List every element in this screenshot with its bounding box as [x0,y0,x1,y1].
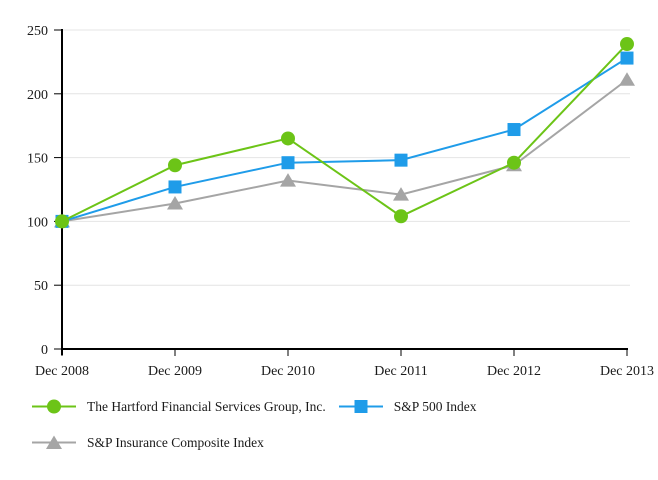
data-point-square [620,51,634,65]
y-tick-label: 250 [27,24,48,39]
data-point-square [507,123,521,137]
y-tick-label: 200 [27,88,48,103]
data-point-circle [281,131,295,146]
legend-circle-marker-icon [32,399,76,414]
chart-legend: The Hartford Financial Services Group, I… [32,398,632,470]
data-point-circle [507,155,521,170]
x-tick-label: Dec 2012 [487,364,541,379]
data-point-circle [394,209,408,224]
legend-row: The Hartford Financial Services Group, I… [32,398,632,415]
x-tick-label: Dec 2010 [261,364,315,379]
data-point-triangle [280,173,296,187]
y-tick-label: 0 [41,343,48,358]
data-point-triangle [167,196,183,210]
data-point-square [394,153,408,167]
data-point-square [281,156,295,170]
legend-label: S&P Insurance Composite Index [87,434,264,450]
legend-triangle-marker-icon [32,435,76,449]
legend-square-marker-icon [338,400,383,413]
legend-label: S&P 500 Index [393,398,477,414]
y-tick-label: 50 [34,279,48,294]
x-tick-label: Dec 2008 [35,364,89,379]
series-line [61,57,628,223]
legend-item: S&P 500 Index [338,398,477,415]
x-tick-label: Dec 2013 [600,364,654,379]
data-point-triangle [619,72,635,86]
y-tick-label: 150 [27,152,48,167]
legend-item: The Hartford Financial Services Group, I… [32,398,326,415]
legend-row: S&P Insurance Composite Index [32,434,632,451]
y-tick-label: 100 [27,215,48,230]
legend-label: The Hartford Financial Services Group, I… [87,398,326,414]
data-point-square [168,180,182,194]
data-point-circle [55,214,69,229]
series-line [61,78,628,223]
data-point-triangle [393,187,409,201]
data-point-circle [168,158,182,173]
data-point-circle [620,37,634,52]
x-tick-label: Dec 2011 [374,364,428,379]
series-line [61,43,628,223]
legend-item: S&P Insurance Composite Index [32,434,264,451]
x-tick-label: Dec 2009 [148,364,202,379]
chart-canvas: 0 50 100 150 200 250 Dec 2008 Dec 2009 Dec 2010 D… [27,24,654,379]
